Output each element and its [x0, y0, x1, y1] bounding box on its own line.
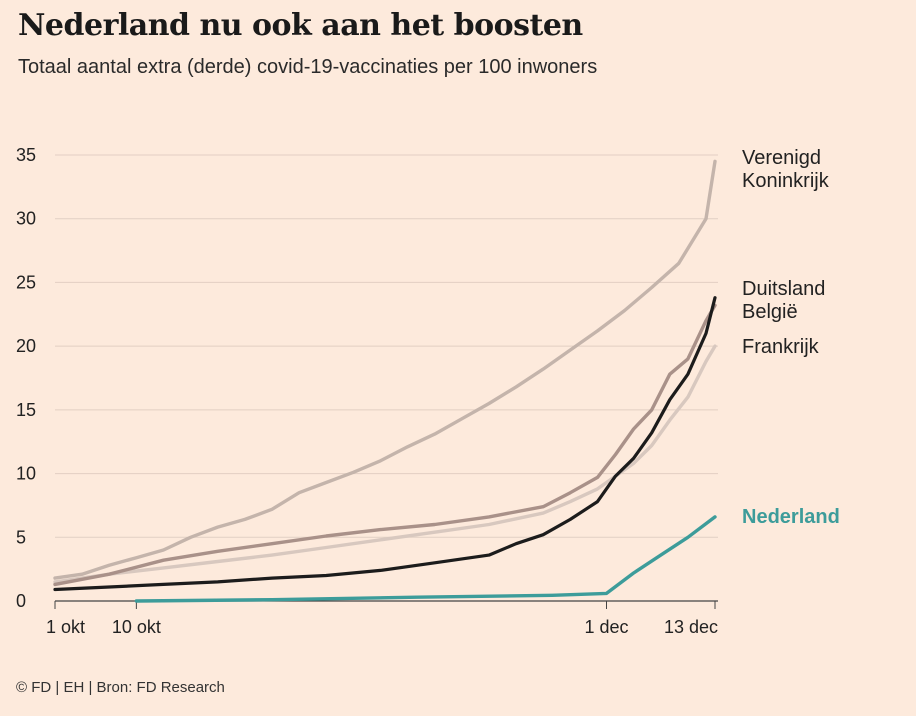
y-tick-label: 20 — [16, 336, 36, 356]
chart-subtitle: Totaal aantal extra (derde) covid-19-vac… — [18, 56, 598, 78]
y-tick-label: 15 — [16, 400, 36, 420]
series-lines — [53, 159, 717, 603]
series-label-verenigd-koninkrijk: Verenigd Koninkrijk — [742, 147, 830, 192]
y-tick-label: 5 — [16, 527, 26, 547]
y-tick-label: 0 — [16, 591, 26, 611]
chart-title: Nederland nu ook aan het boosten — [18, 8, 583, 43]
series-line-nederland — [134, 515, 717, 603]
y-tick-label: 25 — [16, 272, 36, 292]
y-tick-label: 10 — [16, 464, 36, 484]
x-tick-label: 10 okt — [112, 617, 161, 637]
series-line-verenigd-koninkrijk — [53, 159, 717, 580]
series-label-duitsland: Duitsland — [742, 278, 825, 300]
series-line-frankrijk — [53, 344, 717, 584]
x-tick-label: 13 dec — [664, 617, 718, 637]
series-label-nederland: Nederland — [742, 506, 840, 528]
x-tick-label: 1 dec — [584, 617, 628, 637]
y-tick-labels: 0 5 10 15 20 25 30 35 — [16, 145, 36, 611]
y-tick-label: 35 — [16, 145, 36, 165]
series-label-frankrijk: Frankrijk — [742, 336, 820, 358]
series-line-duitsland — [53, 296, 717, 592]
y-tick-label: 30 — [16, 209, 36, 229]
series-line-belgi — [53, 303, 717, 587]
series-label-belgi: België — [742, 301, 798, 323]
grid-lines — [55, 154, 718, 602]
x-tick-label: 1 okt — [46, 617, 85, 637]
x-tick-labels: 1 okt 10 okt 1 dec 13 dec — [46, 601, 718, 637]
source-credit: © FD | EH | Bron: FD Research — [16, 679, 225, 696]
